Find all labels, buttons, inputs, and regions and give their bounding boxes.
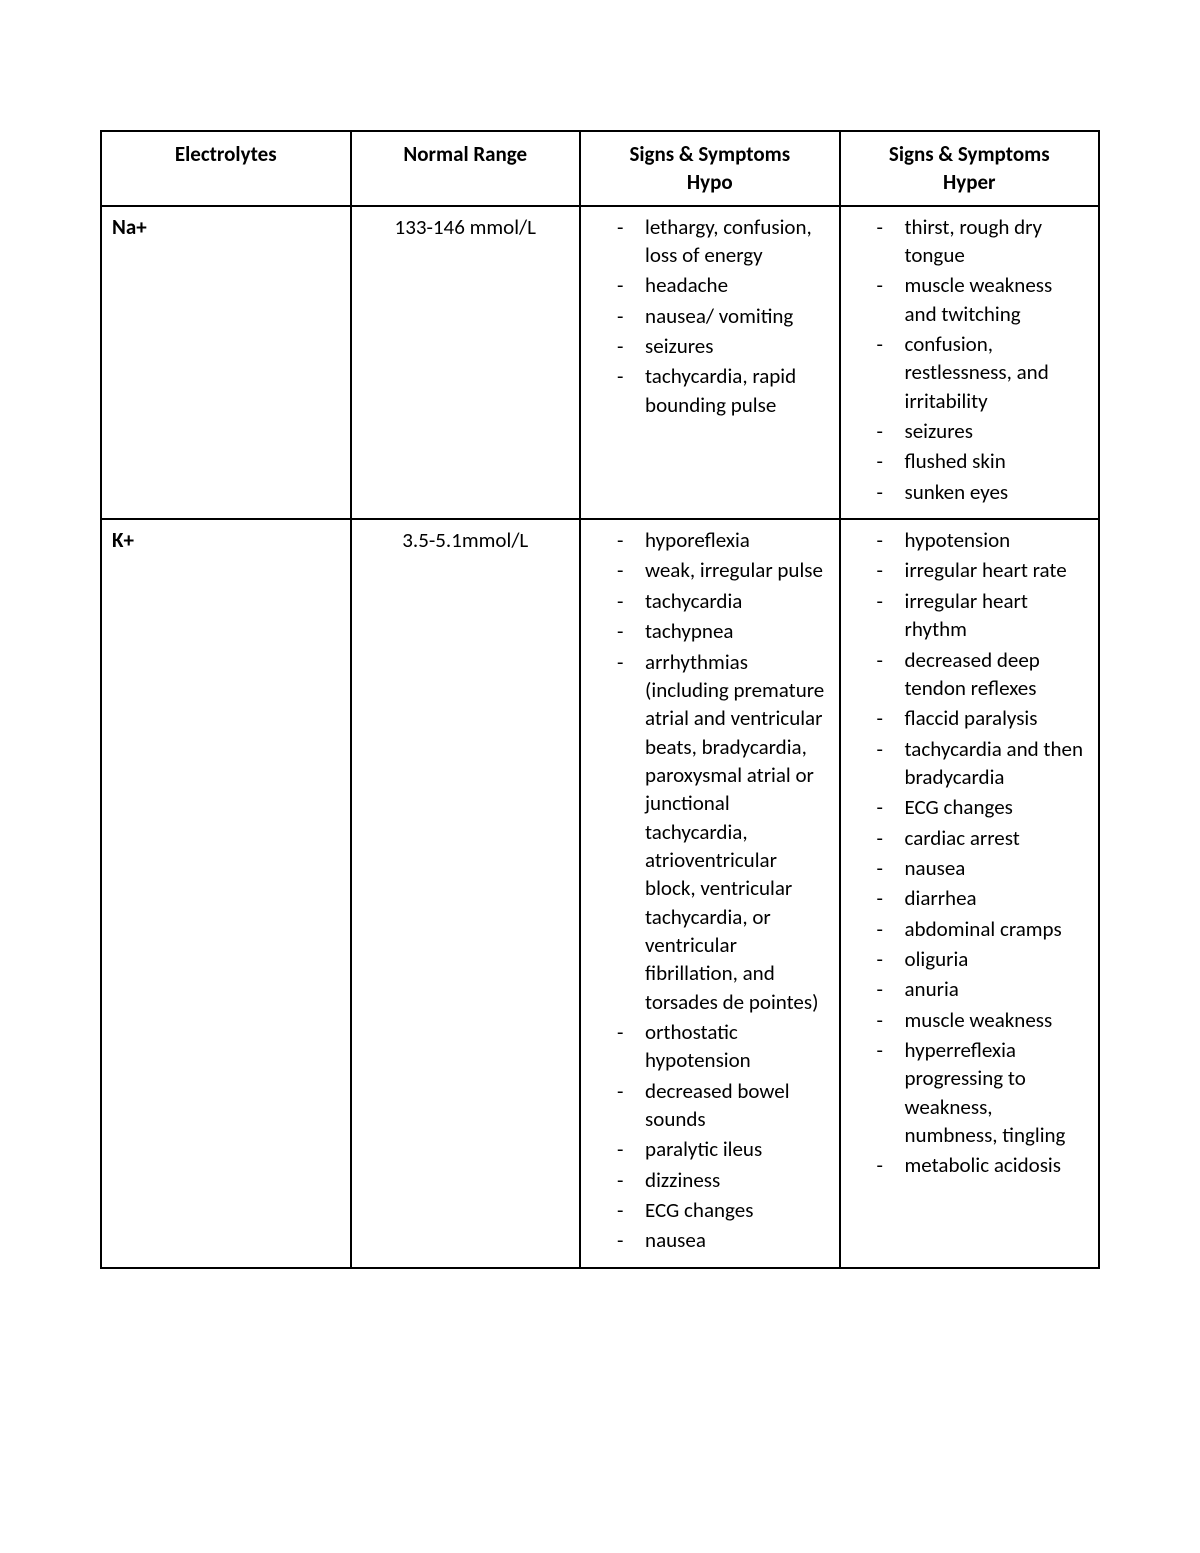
list-item: nausea	[877, 854, 1085, 882]
hyper-cell-list: hypotensionirregular heart rate irregular…	[851, 526, 1089, 1180]
list-item: decreased deep tendon reflexes	[877, 646, 1085, 703]
col-header-hypo: Signs & Symptoms Hypo	[580, 131, 839, 206]
list-item: metabolic acidosis	[877, 1151, 1085, 1179]
col-header-label-line1: Signs & Symptoms	[591, 140, 828, 168]
list-item: anuria	[877, 975, 1085, 1003]
list-item: thirst, rough dry tongue	[877, 213, 1085, 270]
list-item: cardiac arrest	[877, 824, 1085, 852]
list-item: abdominal cramps	[877, 915, 1085, 943]
electrolyte-table: Electrolytes Normal Range Signs & Sympto…	[100, 130, 1100, 1269]
col-header-label-line1: Signs & Symptoms	[851, 140, 1089, 168]
list-item: weak, irregular pulse	[617, 556, 824, 584]
col-header-normal-range: Normal Range	[351, 131, 581, 206]
col-header-hyper: Signs & Symptoms Hyper	[840, 131, 1100, 206]
list-item: hyperreflexia progressing to weakness, n…	[877, 1036, 1085, 1149]
hypo-cell: lethargy, confusion, loss of energyheada…	[580, 206, 839, 519]
list-item: arrhythmias (including premature atrial …	[617, 648, 824, 1016]
list-item: hyporeflexia	[617, 526, 824, 554]
col-header-label-line2: Hypo	[591, 168, 828, 196]
electrolyte-cell: K+	[101, 519, 351, 1268]
list-item: sunken eyes	[877, 478, 1085, 506]
hyper-cell-list: thirst, rough dry tonguemuscle weakness …	[851, 213, 1089, 506]
hyper-cell: thirst, rough dry tonguemuscle weakness …	[840, 206, 1100, 519]
page: Electrolytes Normal Range Signs & Sympto…	[0, 0, 1200, 1329]
list-item: hypotension	[877, 526, 1085, 554]
list-item: paralytic ileus	[617, 1135, 824, 1163]
list-item: tachycardia, rapid bounding pulse	[617, 362, 824, 419]
hypo-cell-list: lethargy, confusion, loss of energyheada…	[591, 213, 828, 419]
table-body: Na+133-146 mmol/Llethargy, confusion, lo…	[101, 206, 1099, 1268]
list-item: seizures	[617, 332, 824, 360]
list-item: flaccid paralysis	[877, 704, 1085, 732]
table-row: Na+133-146 mmol/Llethargy, confusion, lo…	[101, 206, 1099, 519]
list-item: confusion, restlessness, and irritabilit…	[877, 330, 1085, 415]
hyper-cell: hypotensionirregular heart rate irregular…	[840, 519, 1100, 1268]
list-item: nausea	[617, 1226, 824, 1254]
col-header-label: Electrolytes	[175, 141, 277, 167]
list-item: flushed skin	[877, 447, 1085, 475]
table-row: K+3.5-5.1mmol/Lhyporeflexiaweak, irregul…	[101, 519, 1099, 1268]
list-item: ECG changes	[877, 793, 1085, 821]
list-item: ECG changes	[617, 1196, 824, 1224]
list-item: irregular heart rate	[877, 556, 1085, 584]
col-header-label-line2: Hyper	[851, 168, 1089, 196]
hypo-cell-list: hyporeflexiaweak, irregular pulse tachyca…	[591, 526, 828, 1255]
list-item: diarrhea	[877, 884, 1085, 912]
list-item: tachycardia	[617, 587, 824, 615]
list-item: dizziness	[617, 1166, 824, 1194]
list-item: seizures	[877, 417, 1085, 445]
table-header-row: Electrolytes Normal Range Signs & Sympto…	[101, 131, 1099, 206]
list-item: lethargy, confusion, loss of energy	[617, 213, 824, 270]
list-item: tachypnea	[617, 617, 824, 645]
col-header-label: Normal Range	[403, 141, 527, 167]
electrolyte-cell: Na+	[101, 206, 351, 519]
list-item: nausea/ vomiting	[617, 302, 824, 330]
hypo-cell: hyporeflexiaweak, irregular pulse tachyca…	[580, 519, 839, 1268]
list-item: tachycardia and then bradycardia	[877, 735, 1085, 792]
list-item: irregular heart rhythm	[877, 587, 1085, 644]
list-item: muscle weakness	[877, 1006, 1085, 1034]
list-item: headache	[617, 271, 824, 299]
list-item: muscle weakness and twitching	[877, 271, 1085, 328]
normal-range-cell: 3.5-5.1mmol/L	[351, 519, 581, 1268]
list-item: orthostatic hypotension	[617, 1018, 824, 1075]
normal-range-cell: 133-146 mmol/L	[351, 206, 581, 519]
list-item: decreased bowel sounds	[617, 1077, 824, 1134]
col-header-electrolytes: Electrolytes	[101, 131, 351, 206]
list-item: oliguria	[877, 945, 1085, 973]
